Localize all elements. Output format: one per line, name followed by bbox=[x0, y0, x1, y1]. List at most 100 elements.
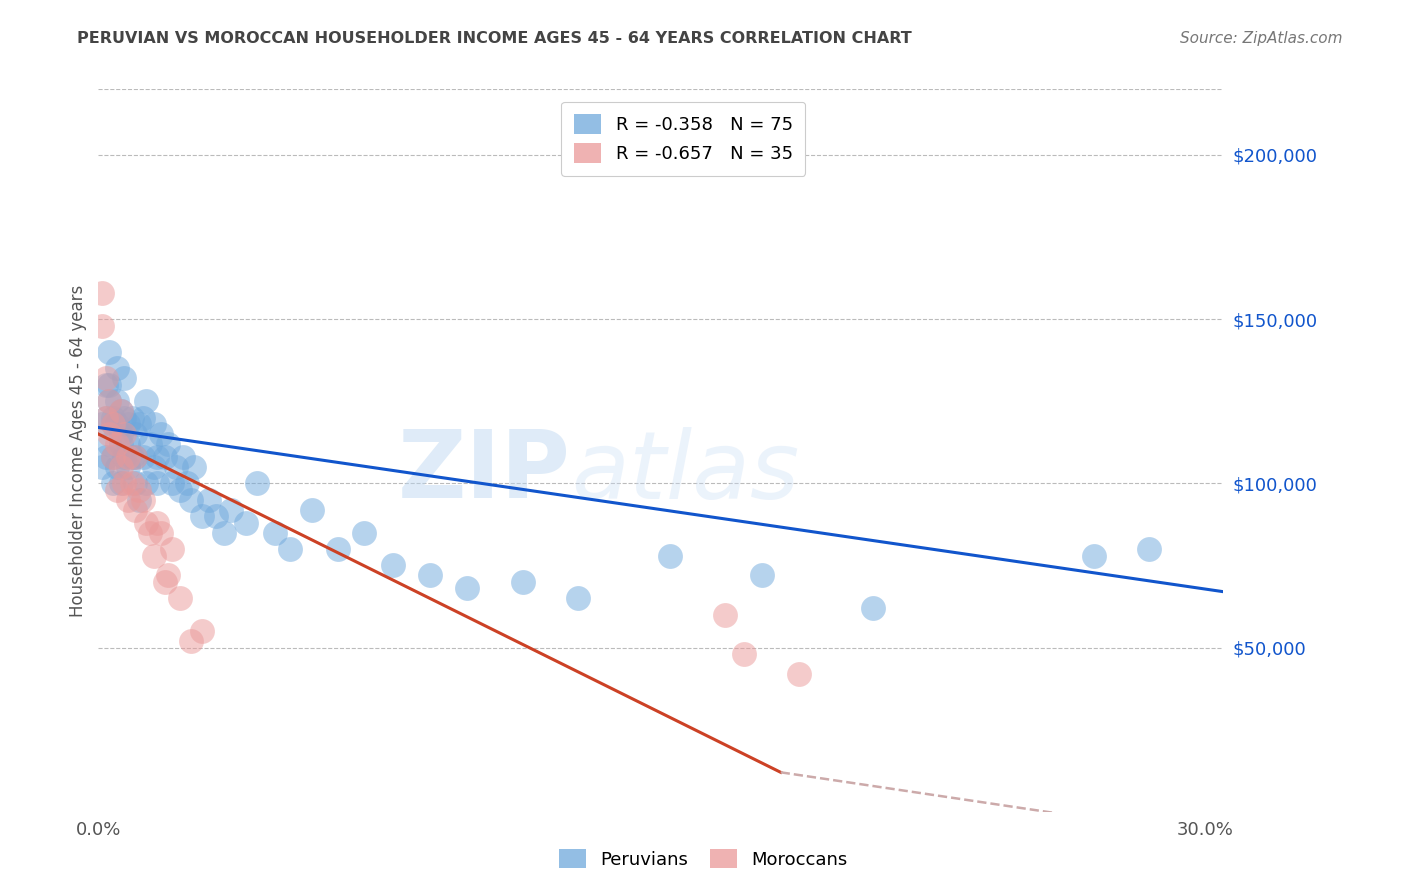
Y-axis label: Householder Income Ages 45 - 64 years: Householder Income Ages 45 - 64 years bbox=[69, 285, 87, 616]
Point bbox=[101, 417, 124, 432]
Point bbox=[751, 568, 773, 582]
Point bbox=[105, 437, 128, 451]
Point bbox=[105, 361, 128, 376]
Point bbox=[183, 459, 205, 474]
Point bbox=[110, 404, 132, 418]
Point bbox=[101, 417, 124, 432]
Point bbox=[94, 410, 117, 425]
Text: atlas: atlas bbox=[571, 426, 799, 517]
Point bbox=[150, 525, 173, 540]
Point bbox=[117, 492, 139, 507]
Point bbox=[153, 574, 176, 589]
Text: ZIP: ZIP bbox=[398, 426, 571, 518]
Legend: R = -0.358   N = 75, R = -0.657   N = 35: R = -0.358 N = 75, R = -0.657 N = 35 bbox=[561, 102, 806, 176]
Point bbox=[101, 450, 124, 464]
Point bbox=[264, 525, 287, 540]
Point bbox=[128, 417, 150, 432]
Point bbox=[150, 427, 173, 442]
Point bbox=[382, 558, 405, 573]
Point bbox=[94, 410, 117, 425]
Point bbox=[131, 450, 153, 464]
Point bbox=[91, 318, 114, 333]
Point bbox=[142, 417, 165, 432]
Point bbox=[142, 459, 165, 474]
Point bbox=[190, 509, 212, 524]
Point bbox=[160, 541, 183, 556]
Point bbox=[165, 459, 187, 474]
Point bbox=[176, 476, 198, 491]
Point bbox=[353, 525, 375, 540]
Point bbox=[117, 437, 139, 451]
Point bbox=[91, 459, 114, 474]
Point bbox=[190, 624, 212, 639]
Point bbox=[98, 377, 121, 392]
Point bbox=[94, 371, 117, 385]
Point bbox=[98, 394, 121, 409]
Point bbox=[98, 427, 121, 442]
Point bbox=[105, 417, 128, 432]
Point bbox=[205, 509, 228, 524]
Point bbox=[567, 591, 589, 606]
Point bbox=[94, 450, 117, 464]
Point bbox=[101, 410, 124, 425]
Point bbox=[456, 582, 478, 596]
Point bbox=[160, 476, 183, 491]
Point bbox=[212, 525, 235, 540]
Point bbox=[105, 394, 128, 409]
Point bbox=[180, 492, 202, 507]
Point bbox=[659, 549, 682, 563]
Point bbox=[139, 437, 162, 451]
Point bbox=[124, 476, 146, 491]
Point bbox=[117, 417, 139, 432]
Point bbox=[124, 450, 146, 464]
Text: Source: ZipAtlas.com: Source: ZipAtlas.com bbox=[1180, 31, 1343, 46]
Point bbox=[110, 404, 132, 418]
Point bbox=[121, 450, 143, 464]
Point bbox=[98, 394, 121, 409]
Point bbox=[112, 371, 135, 385]
Point bbox=[124, 427, 146, 442]
Point bbox=[128, 483, 150, 497]
Point bbox=[105, 483, 128, 497]
Legend: Peruvians, Moroccans: Peruvians, Moroccans bbox=[551, 841, 855, 876]
Point bbox=[110, 427, 132, 442]
Point bbox=[101, 450, 124, 464]
Point bbox=[1139, 541, 1161, 556]
Point bbox=[112, 450, 135, 464]
Point bbox=[326, 541, 349, 556]
Point bbox=[153, 450, 176, 464]
Point bbox=[146, 450, 169, 464]
Point bbox=[733, 647, 755, 661]
Point bbox=[862, 601, 884, 615]
Point bbox=[512, 574, 534, 589]
Point bbox=[98, 345, 121, 359]
Point bbox=[91, 417, 114, 432]
Point bbox=[98, 437, 121, 451]
Point bbox=[419, 568, 441, 582]
Point bbox=[169, 591, 191, 606]
Point bbox=[180, 634, 202, 648]
Point bbox=[157, 568, 180, 582]
Point bbox=[124, 502, 146, 516]
Point bbox=[139, 525, 162, 540]
Point bbox=[91, 285, 114, 300]
Point bbox=[112, 410, 135, 425]
Point bbox=[131, 492, 153, 507]
Point bbox=[117, 459, 139, 474]
Point bbox=[198, 492, 221, 507]
Point bbox=[121, 476, 143, 491]
Point bbox=[278, 541, 301, 556]
Point bbox=[112, 476, 135, 491]
Point bbox=[235, 516, 257, 530]
Point bbox=[142, 549, 165, 563]
Point bbox=[146, 476, 169, 491]
Point bbox=[1083, 549, 1105, 563]
Text: PERUVIAN VS MOROCCAN HOUSEHOLDER INCOME AGES 45 - 64 YEARS CORRELATION CHART: PERUVIAN VS MOROCCAN HOUSEHOLDER INCOME … bbox=[77, 31, 912, 46]
Point bbox=[105, 459, 128, 474]
Point bbox=[157, 437, 180, 451]
Point bbox=[94, 377, 117, 392]
Point bbox=[117, 450, 139, 464]
Point bbox=[246, 476, 269, 491]
Point bbox=[110, 476, 132, 491]
Point bbox=[121, 410, 143, 425]
